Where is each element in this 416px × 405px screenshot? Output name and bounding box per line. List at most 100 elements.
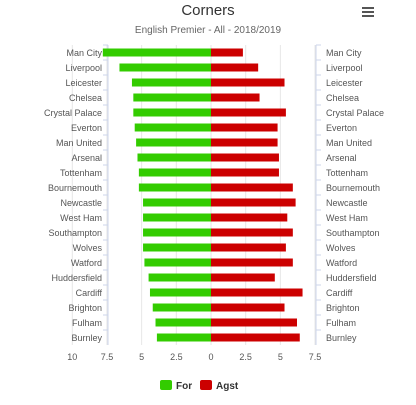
category-label-left: Liverpool	[65, 63, 102, 73]
bar-agst[interactable]	[211, 63, 259, 72]
category-label-left: Tottenham	[60, 168, 102, 178]
bar-agst[interactable]	[211, 198, 296, 207]
category-label-left: Man United	[56, 138, 102, 148]
bar-agst[interactable]	[211, 123, 278, 132]
category-label-left: Crystal Palace	[44, 108, 102, 118]
x-tick-label: 2.5	[239, 352, 252, 362]
bar-agst[interactable]	[211, 333, 300, 342]
category-label-left: Fulham	[72, 318, 102, 328]
right-category-labels: Man City Liverpool Leicester Chelsea Crystal…	[316, 44, 384, 343]
category-label-right: Crystal Palace	[326, 108, 384, 118]
bar-agst[interactable]	[211, 138, 278, 147]
bar-for[interactable]	[155, 318, 211, 327]
bar-agst[interactable]	[211, 243, 286, 252]
bar-agst[interactable]	[211, 183, 293, 192]
category-label-right: Burnley	[326, 333, 357, 343]
bar-agst[interactable]	[211, 273, 275, 282]
bars	[102, 48, 303, 342]
category-label-right: Arsenal	[326, 153, 357, 163]
x-tick-label: 5	[139, 352, 144, 362]
x-tick-label: 5	[278, 352, 283, 362]
bar-agst[interactable]	[211, 48, 243, 57]
bar-for[interactable]	[143, 198, 211, 207]
bar-agst[interactable]	[211, 303, 285, 312]
bar-agst[interactable]	[211, 258, 293, 267]
category-label-left: Bournemouth	[48, 183, 102, 193]
category-label-right: Watford	[326, 258, 357, 268]
bar-for[interactable]	[152, 303, 211, 312]
bar-for[interactable]	[138, 183, 211, 192]
x-tick-label: 0	[208, 352, 213, 362]
category-label-right: Newcastle	[326, 198, 368, 208]
bar-for[interactable]	[131, 78, 211, 87]
category-label-right: West Ham	[326, 213, 368, 223]
category-label-left: Wolves	[73, 243, 103, 253]
category-label-right: Man United	[326, 138, 372, 148]
chart-subtitle: English Premier - All - 2018/2019	[135, 25, 282, 36]
x-axis-tick-labels: 10 7.5 5 2.5 0 2.5 5 7.5	[67, 352, 321, 362]
category-label-right: Leicester	[326, 78, 363, 88]
bar-for[interactable]	[134, 123, 211, 132]
grid-lines	[71, 45, 316, 345]
legend-swatch-agst	[200, 380, 212, 390]
bar-for[interactable]	[156, 333, 211, 342]
legend-label-agst: Agst	[216, 381, 239, 392]
bar-agst[interactable]	[211, 213, 288, 222]
category-label-left: Leicester	[65, 78, 102, 88]
x-tick-label: 7.5	[101, 352, 114, 362]
x-tick-label: 7.5	[309, 352, 322, 362]
chart-title: Corners	[181, 2, 234, 19]
category-label-left: West Ham	[60, 213, 102, 223]
category-label-left: Newcastle	[60, 198, 102, 208]
category-label-right: Chelsea	[326, 93, 359, 103]
bar-agst[interactable]	[211, 318, 297, 327]
bar-for[interactable]	[102, 48, 211, 57]
category-label-left: Everton	[71, 123, 102, 133]
chart-menu-button[interactable]	[358, 4, 378, 21]
bar-for[interactable]	[133, 108, 211, 117]
category-label-right: Wolves	[326, 243, 356, 253]
bar-for[interactable]	[143, 228, 211, 237]
bar-for[interactable]	[137, 153, 211, 162]
bar-for[interactable]	[136, 138, 211, 147]
legend-swatch-for	[160, 380, 172, 390]
category-label-right: Bournemouth	[326, 183, 380, 193]
category-label-left: Man City	[66, 48, 102, 58]
category-label-left: Arsenal	[71, 153, 102, 163]
bar-for[interactable]	[138, 168, 211, 177]
left-category-labels: Man City Liverpool Leicester Chelsea Crystal…	[44, 44, 108, 343]
bar-for[interactable]	[148, 273, 211, 282]
category-label-right: Liverpool	[326, 63, 363, 73]
bar-agst[interactable]	[211, 228, 293, 237]
bar-agst[interactable]	[211, 153, 279, 162]
legend-item-for[interactable]: For	[160, 380, 192, 392]
category-label-right: Everton	[326, 123, 357, 133]
hamburger-menu-icon	[362, 7, 374, 17]
category-label-left: Brighton	[68, 303, 102, 313]
category-label-right: Southampton	[326, 228, 380, 238]
bar-for[interactable]	[149, 288, 211, 297]
bar-for[interactable]	[144, 258, 211, 267]
category-label-left: Cardiff	[76, 288, 103, 298]
category-label-left: Chelsea	[69, 93, 102, 103]
category-label-right: Huddersfield	[326, 273, 377, 283]
bar-for[interactable]	[133, 93, 211, 102]
bar-agst[interactable]	[211, 288, 303, 297]
category-label-right: Brighton	[326, 303, 360, 313]
category-label-left: Burnley	[71, 333, 102, 343]
bar-agst[interactable]	[211, 168, 279, 177]
bar-agst[interactable]	[211, 78, 285, 87]
x-tick-label: 2.5	[170, 352, 183, 362]
category-label-left: Watford	[71, 258, 102, 268]
category-label-right: Tottenham	[326, 168, 368, 178]
bar-for[interactable]	[143, 213, 211, 222]
bar-for[interactable]	[119, 63, 211, 72]
bar-for[interactable]	[143, 243, 211, 252]
bar-agst[interactable]	[211, 93, 260, 102]
legend-item-agst[interactable]: Agst	[200, 380, 239, 392]
category-label-left: Southampton	[48, 228, 102, 238]
bar-agst[interactable]	[211, 108, 286, 117]
legend-label-for: For	[176, 381, 192, 392]
